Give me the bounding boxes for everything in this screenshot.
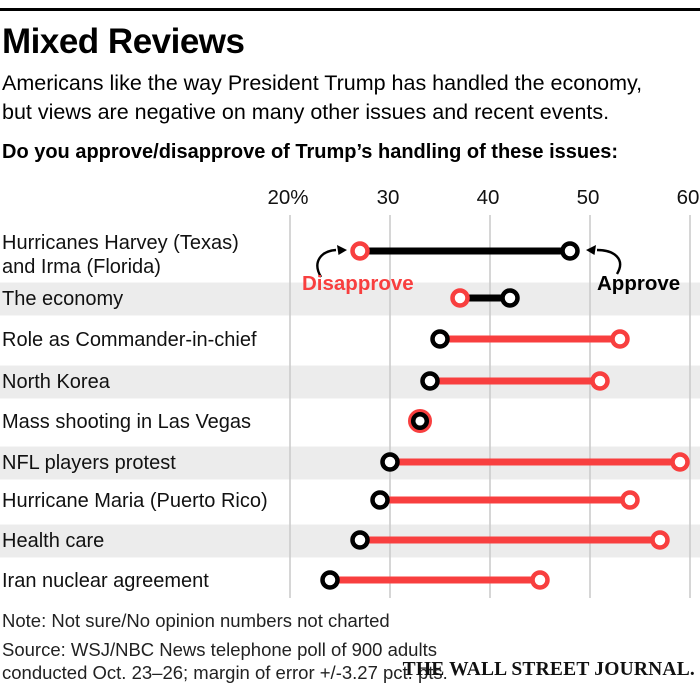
x-tick-label: 20%: [267, 186, 308, 209]
disapprove-arrowhead: [337, 245, 347, 255]
disapprove-dot: [350, 241, 370, 261]
row-label: Iran nuclear agreement: [2, 570, 209, 592]
chart-note: Note: Not sure/No opinion numbers not ch…: [2, 610, 390, 631]
approve-arrow: [596, 248, 622, 275]
x-tick-label: 60: [677, 186, 700, 209]
row-label: Mass shooting in Las Vegas: [2, 411, 251, 433]
approve-arrowhead: [586, 245, 596, 255]
chart-question: Do you approve/disapprove of Trump’s han…: [2, 141, 619, 163]
disapprove-dot: [650, 530, 670, 550]
disapprove-arrow: [316, 248, 337, 278]
wsj-logo: THE WALL STREET JOURNAL.: [402, 659, 695, 680]
x-tick-label: 50: [577, 186, 600, 209]
approve-annotation: Approve: [597, 272, 680, 295]
source-line-1: Source: WSJ/NBC News telephone poll of 9…: [2, 639, 437, 660]
row-label: NFL players protest: [2, 452, 176, 474]
page-title: Mixed Reviews: [2, 22, 245, 61]
approve-dot: [420, 371, 440, 391]
subtitle-line-2: but views are negative on many other iss…: [2, 100, 610, 124]
approve-dot: [560, 241, 580, 261]
subtitle-line-1: Americans like the way President Trump h…: [2, 71, 643, 95]
chart-source: Source: WSJ/NBC News telephone poll of 9…: [2, 638, 448, 684]
approve-dot: [430, 329, 450, 349]
approve-dot: [350, 530, 370, 550]
row-stripe: [0, 282, 700, 316]
row-label: The economy: [2, 288, 123, 310]
row-label: Health care: [2, 530, 104, 552]
disapprove-dot: [530, 570, 550, 590]
x-tick-label: 30: [377, 186, 400, 209]
approve-dot: [380, 452, 400, 472]
disapprove-dot: [610, 329, 630, 349]
row-label: Hurricanes Harvey (Texas) and Irma (Flori…: [2, 232, 239, 278]
source-line-2: conducted Oct. 23–26; margin of error +/…: [2, 662, 448, 683]
row-label: North Korea: [2, 371, 111, 393]
row-label: Role as Commander-in-chief: [2, 329, 257, 351]
top-rule: [0, 8, 700, 11]
disapprove-dot: [590, 371, 610, 391]
subtitle: Americans like the way President Trump h…: [2, 69, 642, 127]
disapprove-dot: [670, 452, 690, 472]
row-label: Hurricane Maria (Puerto Rico): [2, 490, 268, 512]
disapprove-dot: [450, 288, 470, 308]
approve-dot: [500, 288, 520, 308]
approve-dot: [320, 570, 340, 590]
disapprove-dot: [620, 490, 640, 510]
approve-dot: [410, 411, 430, 431]
x-tick-label: 40: [477, 186, 500, 209]
disapprove-annotation: Disapprove: [302, 272, 414, 295]
approve-dot: [370, 490, 390, 510]
